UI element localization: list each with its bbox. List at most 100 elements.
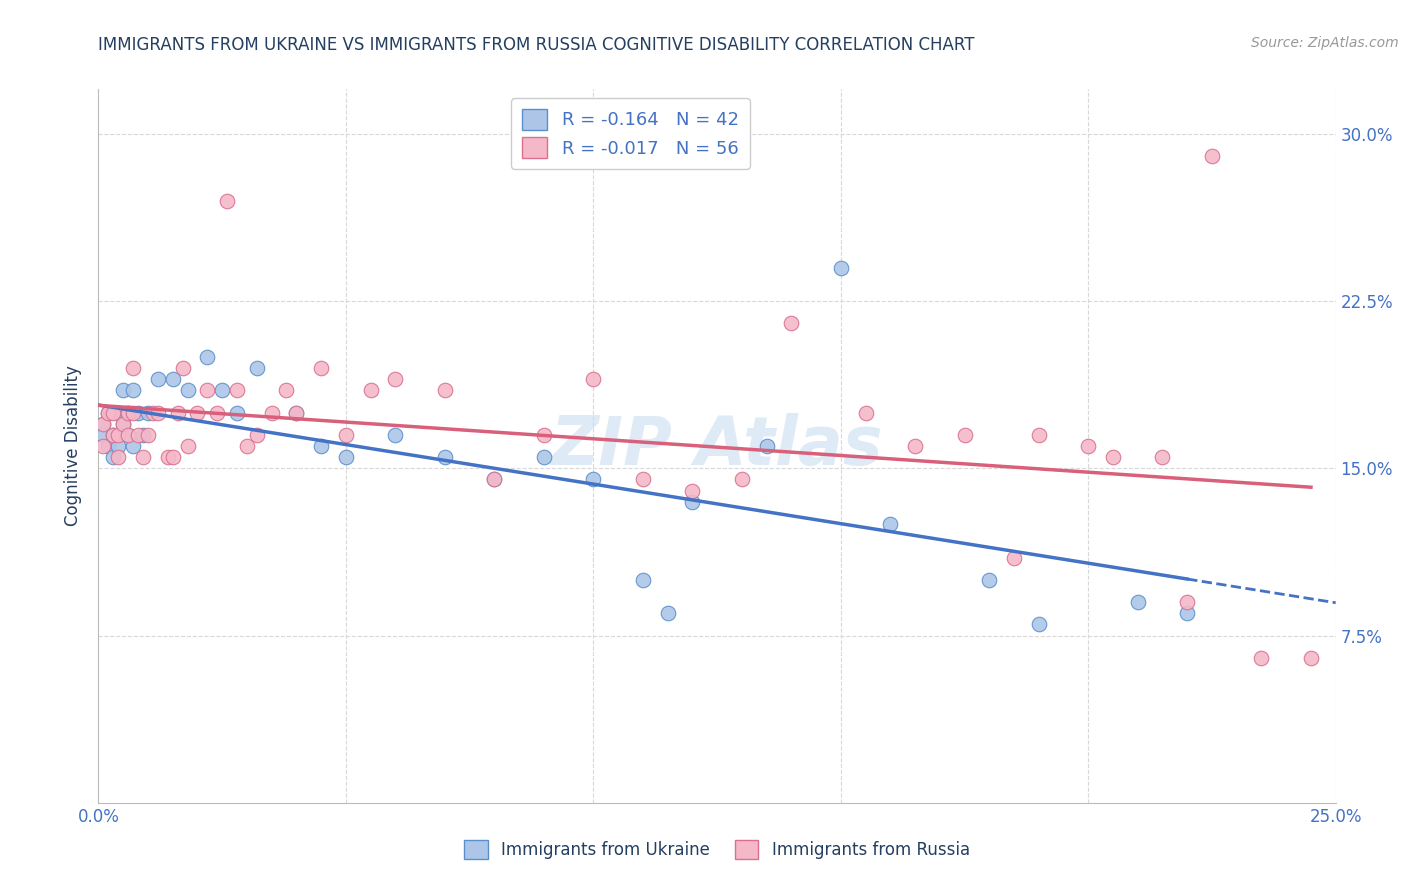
Point bbox=[236, 439, 259, 453]
Point bbox=[1002, 550, 1025, 565]
Point bbox=[117, 427, 139, 442]
Point bbox=[1028, 427, 1050, 442]
Point bbox=[1175, 595, 1198, 609]
Legend: Immigrants from Ukraine, Immigrants from Russia: Immigrants from Ukraine, Immigrants from… bbox=[458, 833, 976, 866]
Point bbox=[1102, 450, 1125, 465]
Point bbox=[1077, 439, 1099, 453]
Point bbox=[122, 360, 145, 375]
Point bbox=[309, 439, 332, 453]
Point bbox=[631, 473, 654, 487]
Point bbox=[855, 405, 877, 420]
Point bbox=[112, 417, 135, 431]
Point bbox=[146, 372, 169, 386]
Point bbox=[132, 427, 155, 442]
Point bbox=[360, 384, 382, 398]
Point bbox=[103, 427, 125, 442]
Point bbox=[246, 360, 269, 375]
Point bbox=[335, 450, 357, 465]
Point bbox=[136, 405, 159, 420]
Point bbox=[107, 427, 129, 442]
Point bbox=[582, 372, 605, 386]
Point bbox=[107, 405, 129, 420]
Point bbox=[172, 360, 194, 375]
Point bbox=[226, 405, 249, 420]
Point bbox=[117, 427, 139, 442]
Point bbox=[142, 405, 165, 420]
Point bbox=[433, 450, 456, 465]
Point bbox=[582, 473, 605, 487]
Point bbox=[107, 450, 129, 465]
Point bbox=[93, 439, 115, 453]
Point bbox=[533, 450, 555, 465]
Point bbox=[1299, 651, 1322, 665]
Point bbox=[97, 439, 120, 453]
Point bbox=[681, 483, 703, 498]
Point bbox=[93, 417, 115, 431]
Point bbox=[176, 384, 198, 398]
Point bbox=[103, 450, 125, 465]
Point bbox=[1126, 595, 1149, 609]
Point bbox=[631, 573, 654, 587]
Point bbox=[146, 405, 169, 420]
Point bbox=[879, 517, 901, 532]
Point bbox=[122, 405, 145, 420]
Point bbox=[1250, 651, 1272, 665]
Point bbox=[195, 350, 218, 364]
Text: Source: ZipAtlas.com: Source: ZipAtlas.com bbox=[1251, 36, 1399, 50]
Point bbox=[195, 384, 218, 398]
Point bbox=[433, 384, 456, 398]
Point bbox=[122, 439, 145, 453]
Point bbox=[217, 194, 239, 208]
Point bbox=[1175, 607, 1198, 621]
Point bbox=[205, 405, 228, 420]
Point bbox=[1028, 617, 1050, 632]
Point bbox=[103, 405, 125, 420]
Point bbox=[93, 427, 115, 442]
Point bbox=[186, 405, 208, 420]
Point bbox=[107, 439, 129, 453]
Point bbox=[156, 450, 179, 465]
Point bbox=[93, 417, 115, 431]
Point bbox=[166, 405, 188, 420]
Point bbox=[285, 405, 308, 420]
Point bbox=[1152, 450, 1174, 465]
Point bbox=[112, 384, 135, 398]
Point bbox=[276, 384, 298, 398]
Point bbox=[904, 439, 927, 453]
Point bbox=[122, 384, 145, 398]
Point bbox=[176, 439, 198, 453]
Point bbox=[117, 405, 139, 420]
Point bbox=[112, 417, 135, 431]
Point bbox=[484, 473, 506, 487]
Point bbox=[484, 473, 506, 487]
Point bbox=[136, 427, 159, 442]
Point bbox=[103, 427, 125, 442]
Point bbox=[97, 405, 120, 420]
Point bbox=[97, 405, 120, 420]
Point bbox=[285, 405, 308, 420]
Point bbox=[384, 427, 406, 442]
Point bbox=[335, 427, 357, 442]
Point bbox=[780, 317, 803, 331]
Point bbox=[127, 427, 149, 442]
Point bbox=[731, 473, 754, 487]
Point bbox=[1201, 149, 1223, 163]
Point bbox=[211, 384, 233, 398]
Y-axis label: Cognitive Disability: Cognitive Disability bbox=[65, 366, 83, 526]
Text: IMMIGRANTS FROM UKRAINE VS IMMIGRANTS FROM RUSSIA COGNITIVE DISABILITY CORRELATI: IMMIGRANTS FROM UKRAINE VS IMMIGRANTS FR… bbox=[98, 36, 974, 54]
Point bbox=[953, 427, 976, 442]
Point bbox=[657, 607, 679, 621]
Point bbox=[132, 450, 155, 465]
Point bbox=[162, 372, 184, 386]
Point bbox=[830, 260, 852, 275]
Point bbox=[246, 427, 269, 442]
Point bbox=[979, 573, 1001, 587]
Point bbox=[309, 360, 332, 375]
Point bbox=[755, 439, 778, 453]
Point bbox=[681, 494, 703, 508]
Point bbox=[260, 405, 283, 420]
Point bbox=[226, 384, 249, 398]
Point bbox=[384, 372, 406, 386]
Point bbox=[127, 405, 149, 420]
Point bbox=[117, 405, 139, 420]
